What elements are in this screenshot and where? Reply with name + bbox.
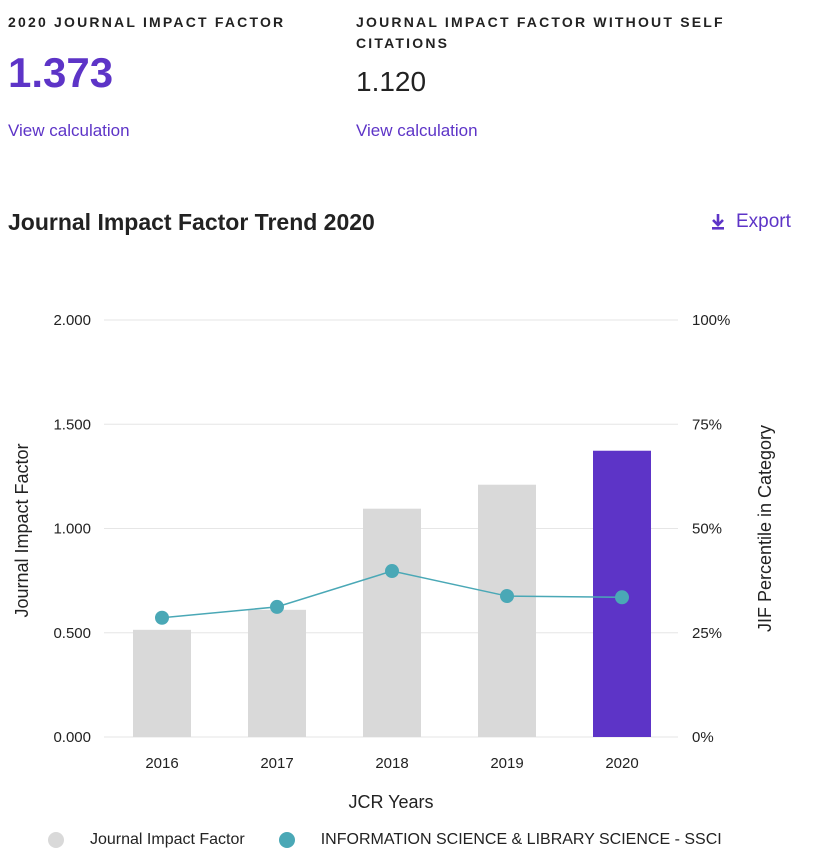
legend-label-category: INFORMATION SCIENCE & LIBRARY SCIENCE - … <box>320 831 722 848</box>
x-tick-label: 2019 <box>490 755 523 772</box>
jif-view-calculation-link[interactable]: View calculation <box>8 121 130 140</box>
percentile-point-2016 <box>155 610 169 625</box>
legend-label-jif: Journal Impact Factor <box>90 831 245 848</box>
trend-title: Journal Impact Factor Trend 2020 <box>8 209 375 235</box>
x-tick-label: 2020 <box>605 755 638 772</box>
y-tick-label-right: 25% <box>692 625 722 642</box>
jif-trend-chart: 0.000 0.500 1.000 1.500 2.000 0% 25% 50% 75% 100%… <box>12 312 775 812</box>
y-tick-label-left: 0.500 <box>53 625 91 642</box>
chart-legend: Journal Impact Factor INFORMATION SCIENC… <box>48 831 756 849</box>
x-tick-label: 2016 <box>145 755 178 772</box>
jif-no-self-metric: JOURNAL IMPACT FACTOR WITHOUT SELF CITAT… <box>356 12 756 102</box>
bar-2016 <box>133 629 191 737</box>
jif-value: 1.373 <box>8 49 114 96</box>
y-tick-label-right: 100% <box>692 312 730 329</box>
x-axis-title: JCR Years <box>348 792 433 812</box>
bar-2018 <box>363 508 421 737</box>
jif-metric: 2020 JOURNAL IMPACT FACTOR 1.373 <box>8 12 328 97</box>
legend-item-jif[interactable]: Journal Impact Factor <box>48 831 245 849</box>
percentile-point-2017 <box>270 599 284 614</box>
y-tick-label-left: 1.500 <box>53 416 91 433</box>
percentile-point-2020 <box>615 590 629 605</box>
y-tick-label-right: 75% <box>692 416 722 433</box>
x-tick-label: 2018 <box>375 755 408 772</box>
export-label: Export <box>736 211 791 232</box>
y-tick-label-right: 0% <box>692 729 714 746</box>
bar-2019 <box>478 484 536 737</box>
jif-no-self-label: JOURNAL IMPACT FACTOR WITHOUT SELF CITAT… <box>356 14 725 51</box>
jif-no-self-value: 1.120 <box>356 66 427 97</box>
download-icon <box>712 214 724 230</box>
y-tick-label-left: 0.000 <box>53 729 91 746</box>
y-tick-label-left: 1.000 <box>53 521 91 538</box>
y-tick-label-left: 2.000 <box>53 312 91 329</box>
percentile-point-2018 <box>385 564 399 579</box>
y-axis-title-left: Journal Impact Factor <box>12 443 32 617</box>
legend-dot-jif <box>48 832 64 848</box>
y-tick-label-right: 50% <box>692 521 722 538</box>
bar-2017 <box>248 609 306 737</box>
legend-dot-category <box>278 832 295 848</box>
jif-label: 2020 JOURNAL IMPACT FACTOR <box>8 14 286 30</box>
export-button[interactable]: Export <box>710 211 791 233</box>
y-axis-title-right: JIF Percentile in Category <box>755 425 775 632</box>
x-tick-label: 2017 <box>260 755 293 772</box>
jif-no-self-view-calculation-link[interactable]: View calculation <box>356 121 478 140</box>
percentile-point-2019 <box>500 589 514 604</box>
legend-item-category[interactable]: INFORMATION SCIENCE & LIBRARY SCIENCE - … <box>278 831 722 849</box>
